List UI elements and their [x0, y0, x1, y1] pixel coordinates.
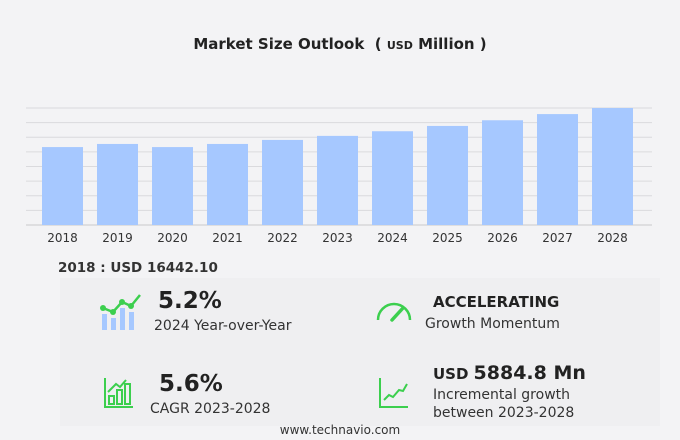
bar-2024 — [372, 131, 413, 225]
bar-chart: 2018 2019 2020 2021 2022 2023 2024 2025 2026 2027… — [26, 107, 652, 245]
x-tick-label: 2022 — [267, 231, 298, 245]
cagr-value: 5.6% — [159, 371, 223, 397]
trend-line-icon — [379, 378, 408, 408]
bar-2023 — [317, 135, 358, 225]
x-tick-label: 2027 — [542, 231, 573, 245]
momentum-value: ACCELERATING — [433, 293, 560, 311]
yoy-label: 2024 Year-over-Year — [154, 318, 292, 334]
x-tick-label: 2019 — [102, 231, 133, 245]
growth-chart-icon — [100, 294, 141, 330]
base-year-value: 2018 : USD 16442.10 — [58, 260, 218, 276]
bar-2021 — [207, 143, 248, 225]
x-tick-label: 2020 — [157, 231, 188, 245]
cagr-chart-icon — [104, 378, 133, 408]
bar-2022 — [262, 139, 303, 225]
x-tick-label: 2026 — [487, 231, 518, 245]
incremental-value: USD 5884.8 Mn — [433, 362, 586, 384]
bar-2020 — [152, 147, 193, 225]
incremental-label-1: Incremental growth — [433, 387, 571, 403]
stats-panel — [60, 278, 660, 426]
x-tick-label: 2021 — [212, 231, 243, 245]
speedometer-icon — [376, 302, 412, 322]
x-tick-label: 2028 — [597, 231, 628, 245]
bar-2019 — [97, 143, 138, 225]
chart-title: Market Size Outlook ( USD Million ) — [193, 35, 487, 53]
x-tick-label: 2023 — [322, 231, 353, 245]
bar-2018 — [42, 147, 83, 225]
x-tick-label: 2018 — [47, 231, 78, 245]
x-tick-label: 2024 — [377, 231, 408, 245]
momentum-label: Growth Momentum — [425, 316, 560, 332]
bar-2025 — [427, 125, 468, 225]
bar-2027 — [537, 114, 578, 225]
footer-url: www.technavio.com — [279, 423, 401, 437]
bar-2028 — [592, 108, 633, 225]
incremental-label-2: between 2023-2028 — [433, 405, 575, 421]
x-tick-label: 2025 — [432, 231, 463, 245]
yoy-value: 5.2% — [158, 288, 222, 314]
bar-2026 — [482, 120, 523, 225]
cagr-label: CAGR 2023-2028 — [150, 401, 271, 417]
